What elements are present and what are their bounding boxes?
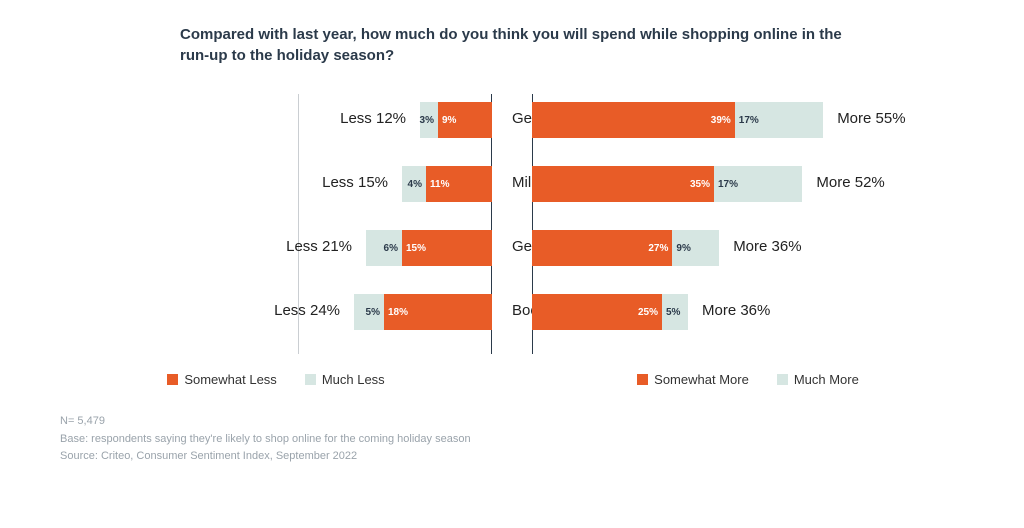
bar-stack-less: 4%11% — [402, 166, 492, 202]
table-row: Less 24%Boomers5%18% — [60, 292, 492, 332]
chart-more-plot: 39%17%More 55%35%17%More 52%27%9%More 36… — [532, 94, 964, 354]
table-row: Less 12%Gen Z3%9% — [60, 100, 492, 140]
footer-base: Base: respondents saying they're likely … — [60, 431, 964, 449]
bar-segment-much-less: 4% — [402, 166, 426, 202]
bar-stack-more: 35%17% — [532, 166, 802, 202]
legend-swatch-somewhat-more — [637, 374, 648, 385]
bar-stack-less: 5%18% — [354, 294, 492, 330]
bar-segment-somewhat-less: 11% — [426, 166, 492, 202]
bar-segment-somewhat-more: 25% — [532, 294, 662, 330]
chart-less: Less 12%Gen Z3%9% Less 15%Millennials4%11… — [60, 94, 492, 387]
bar-segment-much-more: 5% — [662, 294, 688, 330]
legend-swatch-somewhat-less — [167, 374, 178, 385]
bar-stack-more: 25%5% — [532, 294, 688, 330]
bar-segment-much-more: 9% — [672, 230, 719, 266]
bar-stack-less: 3%9% — [420, 102, 492, 138]
bar-segment-somewhat-less: 15% — [402, 230, 492, 266]
legend-swatch-much-more — [777, 374, 788, 385]
bar-segment-somewhat-more: 27% — [532, 230, 672, 266]
bar-segment-much-less: 6% — [366, 230, 402, 266]
summary-more: More 36% — [733, 238, 801, 255]
summary-less: Less 15% — [322, 174, 388, 191]
bar-segment-somewhat-less: 18% — [384, 294, 492, 330]
legend-item-much-less: Much Less — [305, 372, 385, 387]
bar-stack-less: 6%15% — [366, 230, 492, 266]
bar-segment-much-less: 3% — [420, 102, 438, 138]
bar-stack-more: 27%9% — [532, 230, 719, 266]
table-row: Less 15%Millennials4%11% — [60, 164, 492, 204]
chart-area: Less 12%Gen Z3%9% Less 15%Millennials4%11… — [60, 94, 964, 387]
legend-more: Somewhat More Much More — [532, 372, 964, 387]
chart-title: Compared with last year, how much do you… — [180, 24, 844, 66]
summary-less: Less 12% — [340, 110, 406, 127]
legend-item-somewhat-more: Somewhat More — [637, 372, 749, 387]
footer: N= 5,479 Base: respondents saying they'r… — [60, 413, 964, 466]
bar-segment-somewhat-less: 9% — [438, 102, 492, 138]
footer-n: N= 5,479 — [60, 413, 964, 431]
table-row: 25%5% More 36% — [532, 292, 964, 332]
chart-more: 39%17%More 55%35%17%More 52%27%9%More 36… — [532, 94, 964, 387]
table-row: 27%9% More 36% — [532, 228, 964, 268]
footer-source: Source: Criteo, Consumer Sentiment Index… — [60, 448, 964, 466]
summary-more: More 52% — [816, 174, 884, 191]
bar-segment-much-less: 5% — [354, 294, 384, 330]
legend-item-much-more: Much More — [777, 372, 859, 387]
summary-more: More 36% — [702, 302, 770, 319]
bar-segment-much-more: 17% — [714, 166, 802, 202]
summary-less: Less 24% — [274, 302, 340, 319]
legend-label-somewhat-more: Somewhat More — [654, 372, 749, 387]
chart-less-plot: Less 12%Gen Z3%9% Less 15%Millennials4%11… — [60, 94, 492, 354]
table-row: Less 21%Gen X6%15% — [60, 228, 492, 268]
bar-segment-somewhat-more: 39% — [532, 102, 735, 138]
legend-label-much-less: Much Less — [322, 372, 385, 387]
bar-segment-somewhat-more: 35% — [532, 166, 714, 202]
legend-item-somewhat-less: Somewhat Less — [167, 372, 277, 387]
table-row: 39%17% More 55% — [532, 100, 964, 140]
legend-label-much-more: Much More — [794, 372, 859, 387]
bar-segment-much-more: 17% — [735, 102, 823, 138]
summary-less: Less 21% — [286, 238, 352, 255]
legend-less: Somewhat Less Much Less — [60, 372, 492, 387]
table-row: 35%17% More 52% — [532, 164, 964, 204]
legend-swatch-much-less — [305, 374, 316, 385]
bar-stack-more: 39%17% — [532, 102, 823, 138]
summary-more: More 55% — [837, 110, 905, 127]
legend-label-somewhat-less: Somewhat Less — [184, 372, 277, 387]
